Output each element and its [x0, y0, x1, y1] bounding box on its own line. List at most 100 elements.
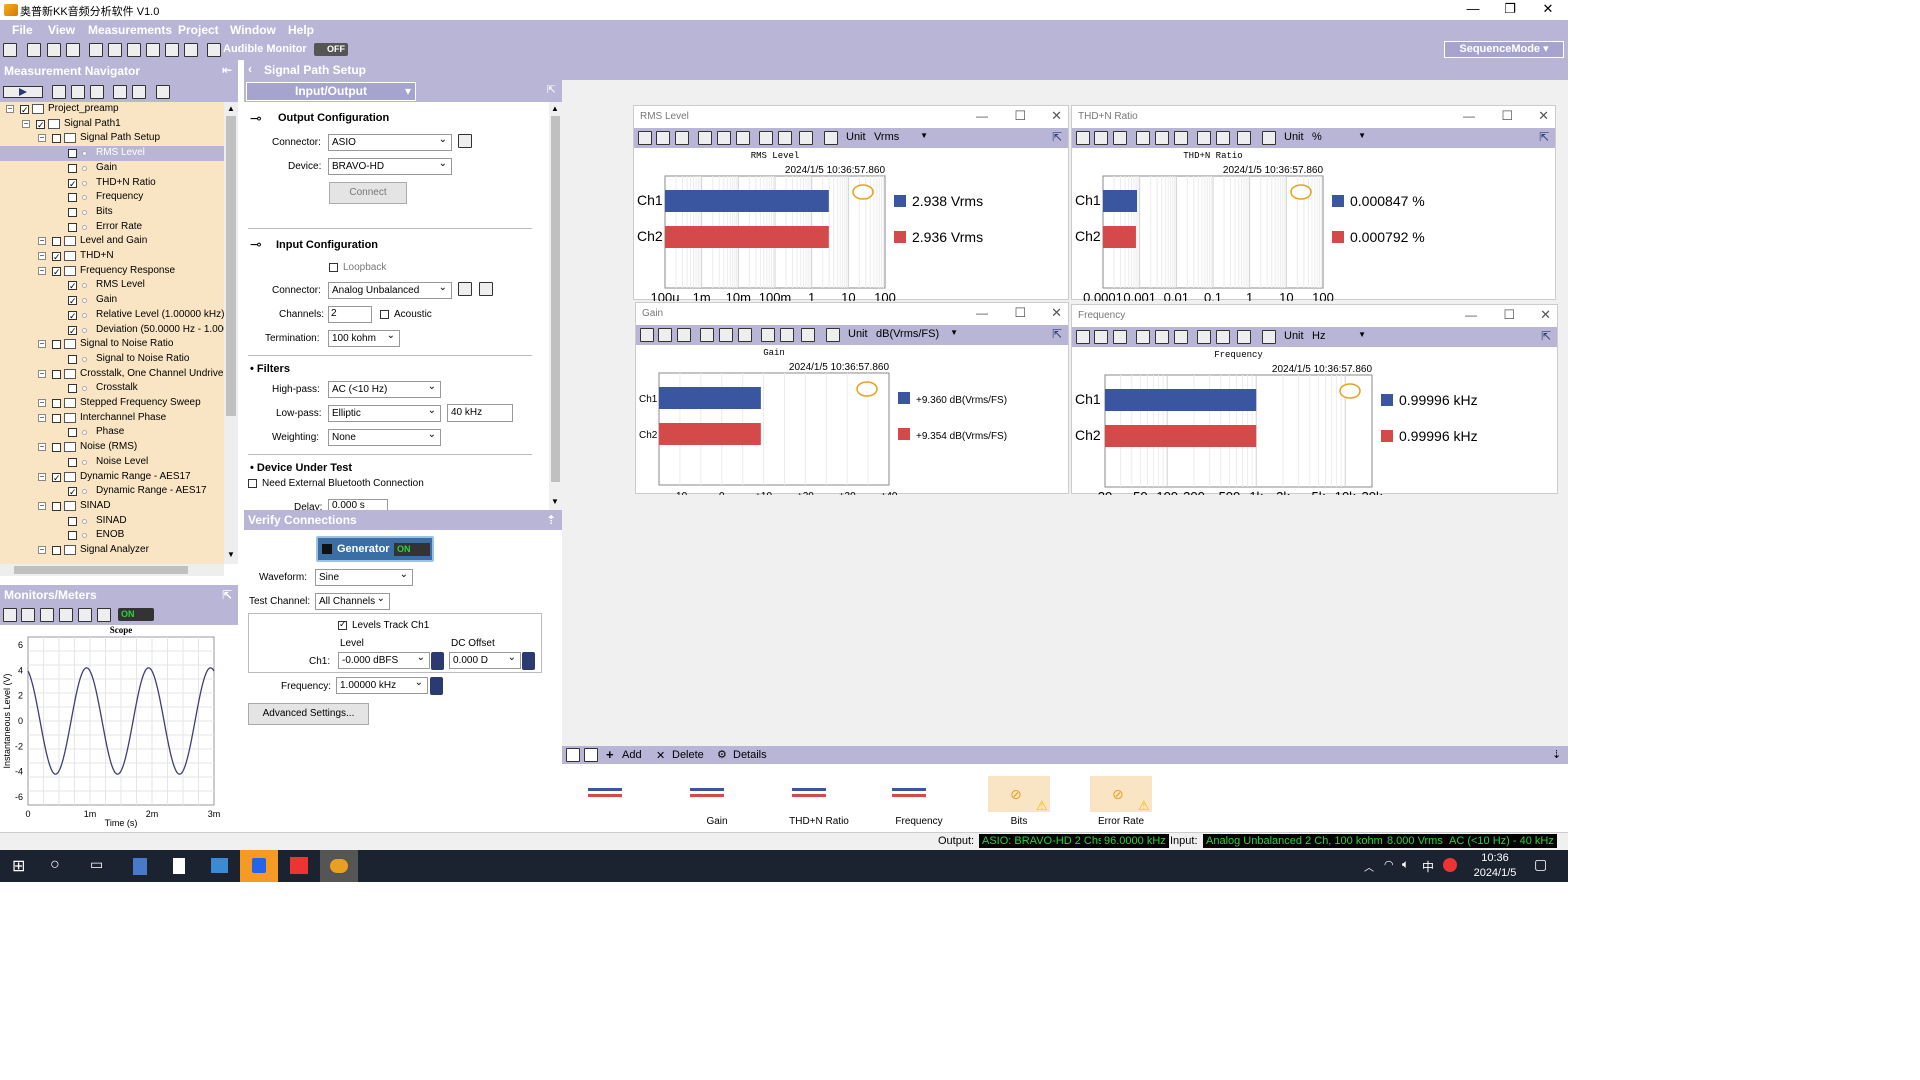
input-meter-icon[interactable]: [479, 282, 493, 296]
zoom-icon[interactable]: [1136, 131, 1150, 145]
monitors-toggle[interactable]: ON: [118, 608, 154, 621]
delete-icon[interactable]: ✕: [656, 750, 666, 762]
meter-minimize-icon[interactable]: —: [976, 306, 988, 320]
tree-item[interactable]: Relative Level (1.00000 kHz): [0, 308, 224, 323]
tree-checkbox[interactable]: [68, 428, 77, 438]
tree-checkbox[interactable]: [52, 413, 61, 423]
tree-item[interactable]: − Signal Analyzer: [0, 543, 224, 558]
tree-checkbox[interactable]: [52, 443, 61, 453]
level-monitor-icon[interactable]: [59, 608, 73, 622]
tree-item[interactable]: − Noise (RMS): [0, 440, 224, 455]
paste-icon[interactable]: [132, 85, 146, 99]
maximize-button[interactable]: ❐: [1504, 1, 1516, 16]
tree-item[interactable]: − Project_preamp: [0, 102, 224, 117]
tree-checkbox[interactable]: [68, 279, 77, 293]
add-result-icon[interactable]: [71, 85, 85, 99]
new-project-icon[interactable]: [3, 43, 17, 57]
function-icon[interactable]: [799, 131, 813, 145]
print-icon[interactable]: [675, 131, 689, 145]
ch1-level-select[interactable]: -0.000 dBFS: [338, 650, 430, 669]
copy-icon[interactable]: [1094, 131, 1108, 145]
settings-icon[interactable]: [1262, 131, 1276, 145]
tree-item[interactable]: − Interchannel Phase: [0, 411, 224, 426]
fit-icon[interactable]: [736, 131, 750, 145]
meter-close-icon[interactable]: ✕: [1538, 108, 1549, 123]
input-connector-select[interactable]: Analog Unbalanced: [328, 280, 452, 299]
tree-item[interactable]: − Dynamic Range - AES17: [0, 470, 224, 485]
seq-next-icon[interactable]: [584, 748, 598, 762]
settings-icon[interactable]: [826, 328, 840, 342]
meter-popout-icon[interactable]: ⇱: [1540, 329, 1551, 343]
waveform-icon[interactable]: [184, 43, 198, 57]
waveform-monitor-icon[interactable]: [97, 608, 111, 622]
popout-icon[interactable]: ⇱: [221, 588, 232, 602]
save-icon[interactable]: [638, 131, 652, 145]
config-scroll-up-icon[interactable]: ▲: [551, 104, 559, 113]
tree-item[interactable]: Gain: [0, 293, 224, 308]
tree-checkbox[interactable]: [52, 134, 61, 144]
tree-item[interactable]: − Signal to Noise Ratio: [0, 337, 224, 352]
speaker-icon[interactable]: [207, 43, 221, 57]
levels-track-checkbox[interactable]: [338, 619, 347, 630]
function-icon[interactable]: [1237, 330, 1251, 344]
tree-hscroll-thumb[interactable]: [14, 566, 188, 574]
open-project-icon[interactable]: [27, 43, 41, 57]
ch1-level-spinner[interactable]: [431, 652, 444, 670]
highpass-select[interactable]: AC (<10 Hz): [328, 379, 441, 398]
expand-icon[interactable]: −: [6, 104, 14, 113]
settings-icon[interactable]: [66, 43, 80, 57]
tree-checkbox[interactable]: [68, 294, 77, 308]
level-icon[interactable]: [146, 43, 160, 57]
copy-icon[interactable]: [113, 85, 127, 99]
bluetooth-checkbox[interactable]: [248, 479, 257, 488]
tree-item[interactable]: Dynamic Range - AES17: [0, 484, 224, 499]
tree-checkbox[interactable]: [52, 471, 61, 485]
print-icon[interactable]: [677, 328, 691, 342]
tree-checkbox[interactable]: [68, 457, 77, 467]
menu-view[interactable]: View: [48, 23, 76, 37]
unit-select[interactable]: Hz ▼: [1310, 329, 1366, 345]
tree-checkbox[interactable]: [52, 265, 61, 279]
splitter[interactable]: [0, 576, 238, 585]
sequence-item[interactable]: Gain: [682, 774, 752, 827]
copy-icon[interactable]: [656, 131, 670, 145]
graph-icon[interactable]: [780, 328, 794, 342]
fft-monitor-icon[interactable]: [21, 608, 35, 622]
wifi-icon[interactable]: ◠: [1384, 859, 1394, 871]
config-scroll-thumb[interactable]: [551, 116, 560, 482]
bluetooth-icon[interactable]: [165, 43, 179, 57]
input-settings-icon[interactable]: [458, 282, 472, 296]
meter-minimize-icon[interactable]: —: [1465, 308, 1477, 322]
tree-item[interactable]: Signal to Noise Ratio: [0, 352, 224, 367]
settings-icon[interactable]: [1262, 330, 1276, 344]
weighting-select[interactable]: None: [328, 427, 441, 446]
meter-popout-icon[interactable]: ⇱: [1051, 130, 1062, 144]
save-project-icon[interactable]: [47, 43, 61, 57]
delay-input[interactable]: 0.000 s: [328, 499, 388, 510]
lowpass-frequency-input[interactable]: 40 kHz: [447, 404, 513, 422]
channels-stepper[interactable]: 2: [328, 306, 372, 323]
tree-item[interactable]: − Crosstalk, One Channel Undriven: [0, 367, 224, 382]
menu-measurements[interactable]: Measurements: [88, 23, 173, 37]
expand-icon[interactable]: −: [38, 265, 46, 275]
frequency-spinner[interactable]: [430, 677, 443, 695]
function-icon[interactable]: [1237, 131, 1251, 145]
audible-monitor-toggle[interactable]: OFF: [314, 43, 348, 56]
add-icon[interactable]: +: [606, 747, 614, 762]
function-icon[interactable]: [801, 328, 815, 342]
copy-icon[interactable]: [658, 328, 672, 342]
tree-item[interactable]: THD+N Ratio: [0, 176, 224, 191]
device-select[interactable]: BRAVO-HD: [328, 156, 452, 175]
meter-close-icon[interactable]: ✕: [1540, 307, 1551, 322]
details-icon[interactable]: ⚙: [717, 749, 727, 761]
tree-checkbox[interactable]: [52, 250, 61, 264]
meter-maximize-icon[interactable]: ☐: [1014, 108, 1026, 123]
graph-icon[interactable]: [1216, 131, 1230, 145]
scroll-down-icon[interactable]: ▼: [227, 550, 235, 559]
expand-icon[interactable]: −: [38, 398, 46, 407]
task-view-icon[interactable]: ▭: [90, 856, 104, 872]
save-icon[interactable]: [1076, 330, 1090, 344]
meter-close-icon[interactable]: ✕: [1051, 108, 1062, 123]
termination-select[interactable]: 100 kohm: [328, 328, 400, 347]
tree-checkbox[interactable]: [68, 516, 77, 526]
